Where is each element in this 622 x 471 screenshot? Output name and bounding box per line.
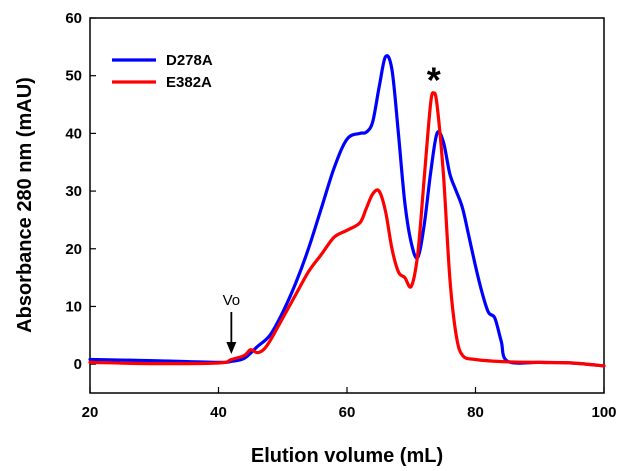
x-tick-label: 80 xyxy=(467,404,484,421)
y-tick-label: 60 xyxy=(65,10,82,27)
series-line-d278a xyxy=(88,54,606,368)
x-tick-label: 20 xyxy=(82,404,99,421)
series-line-e382a xyxy=(88,91,606,368)
y-tick-label: 0 xyxy=(74,356,82,373)
x-axis: 20 40 60 80 100 xyxy=(82,387,617,421)
y-axis: 0 10 20 30 40 50 60 xyxy=(65,10,96,373)
y-axis-title: Absorbance 280 nm (mAU) xyxy=(14,77,36,333)
x-tick-label: 40 xyxy=(210,404,227,421)
x-tick-label: 100 xyxy=(591,404,616,421)
y-tick-label: 10 xyxy=(65,298,82,315)
peak-asterisk: * xyxy=(427,59,441,100)
series-layer xyxy=(88,54,606,368)
legend-label: D278A xyxy=(166,52,213,69)
plot-area xyxy=(89,17,605,394)
annotation-layer: Vo * xyxy=(223,59,441,354)
y-tick-label: 30 xyxy=(65,183,82,200)
arrow-head xyxy=(226,342,237,354)
y-tick-label: 20 xyxy=(65,241,82,258)
legend: D278A E382A xyxy=(112,52,213,91)
x-tick-label: 60 xyxy=(339,404,356,421)
x-axis-title: Elution volume (mL) xyxy=(251,445,443,467)
void-volume-label: Vo xyxy=(223,292,241,309)
y-tick-label: 50 xyxy=(65,68,82,85)
y-tick-label: 40 xyxy=(65,125,82,142)
legend-label: E382A xyxy=(166,74,212,91)
